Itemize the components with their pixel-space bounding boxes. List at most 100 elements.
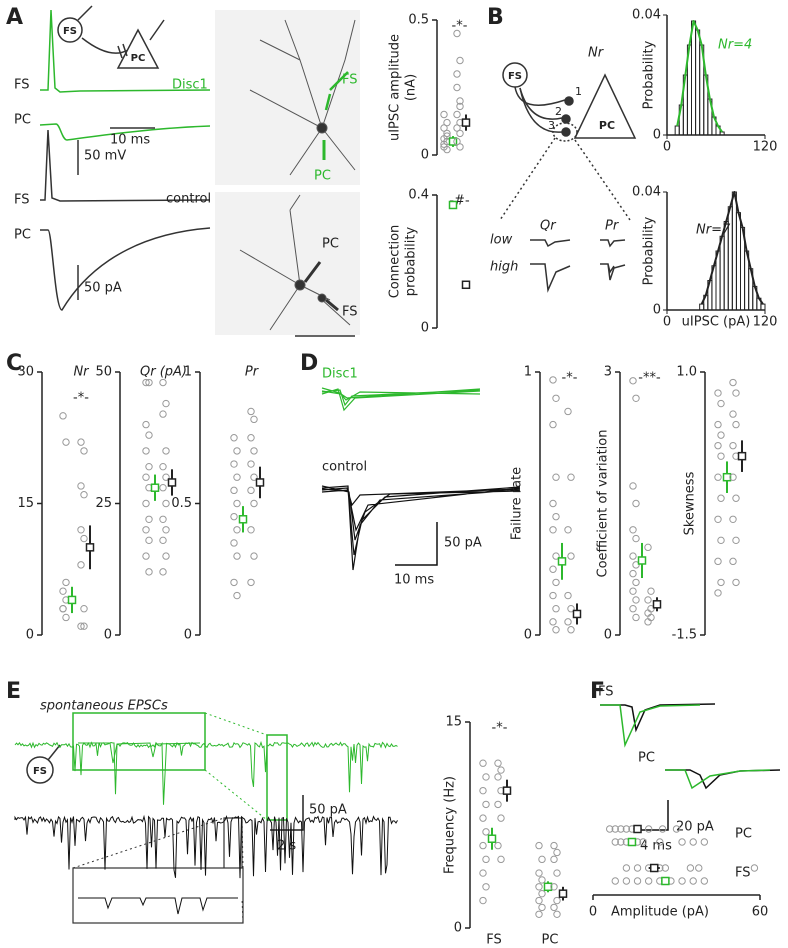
data-point xyxy=(145,462,153,471)
mean-marker xyxy=(167,478,177,487)
mean-marker xyxy=(85,543,95,552)
data-point xyxy=(695,864,703,872)
data-point xyxy=(549,376,557,384)
y-axis-label: Skewness xyxy=(683,471,698,535)
panel-label: E xyxy=(6,679,21,704)
data-point xyxy=(233,499,241,508)
data-point xyxy=(611,825,619,833)
histogram-bar xyxy=(691,20,697,136)
mean-marker xyxy=(461,118,471,127)
data-point xyxy=(247,460,255,468)
data-point xyxy=(714,441,722,450)
data-point xyxy=(700,877,709,885)
data-point xyxy=(629,377,637,385)
data-point xyxy=(729,473,737,481)
scale-label: 4 ms xyxy=(640,839,672,854)
data-point xyxy=(159,462,167,471)
y-axis-label: Probability xyxy=(642,216,657,285)
data-point xyxy=(644,618,652,626)
data-point xyxy=(717,452,725,460)
data-point xyxy=(145,568,153,576)
data-point xyxy=(494,800,502,809)
data-point xyxy=(142,473,150,481)
y-tick-label: 0 xyxy=(104,628,112,643)
data-point xyxy=(162,399,170,408)
schematic-label: FS xyxy=(63,26,77,37)
mean-marker xyxy=(661,876,670,886)
trace-title: spontaneous EPSCs xyxy=(40,699,168,714)
data-point xyxy=(689,877,697,885)
data-point xyxy=(553,848,561,857)
y-tick-label: 0 xyxy=(653,128,661,143)
data-point xyxy=(639,838,647,846)
trace-label: Disc1 xyxy=(172,78,208,93)
y-tick-label: 1.0 xyxy=(676,365,697,380)
data-point xyxy=(538,876,546,884)
data-point xyxy=(162,473,170,481)
data-point xyxy=(443,145,451,154)
schematic-label: FS xyxy=(33,766,47,777)
data-point xyxy=(535,896,543,905)
data-point xyxy=(632,578,640,587)
mean-marker xyxy=(627,837,637,847)
data-point xyxy=(482,883,490,891)
data-point xyxy=(142,552,150,560)
data-point xyxy=(567,473,575,481)
data-point xyxy=(162,526,170,534)
image-label: PC xyxy=(322,237,339,252)
data-point xyxy=(453,29,461,38)
data-point xyxy=(77,561,85,569)
trace-label: control xyxy=(322,460,367,475)
data-point xyxy=(729,557,737,566)
traces xyxy=(600,703,781,831)
data-point xyxy=(629,605,637,613)
y-tick-label: 0.5 xyxy=(171,496,192,511)
data-point xyxy=(159,536,167,545)
data-point xyxy=(479,759,487,767)
data-point xyxy=(230,512,238,521)
data-point xyxy=(247,434,255,442)
data-point xyxy=(535,883,543,891)
data-point xyxy=(456,102,464,111)
data-point xyxy=(714,473,722,481)
data-point xyxy=(453,70,461,78)
data-point xyxy=(552,552,560,560)
data-point xyxy=(678,838,686,846)
scale-label: 10 ms xyxy=(394,573,434,588)
data-point xyxy=(732,389,740,397)
data-point xyxy=(443,118,451,127)
mean-marker xyxy=(543,882,553,892)
data-point xyxy=(732,420,740,429)
data-point xyxy=(633,864,642,872)
data-point xyxy=(729,378,737,387)
y-tick-label: -1.5 xyxy=(672,628,697,643)
histogram-bar xyxy=(699,303,705,311)
trace-label: PC xyxy=(14,113,31,128)
data-point xyxy=(567,552,575,560)
panel-label: C xyxy=(6,351,22,376)
y-tick-label: 0 xyxy=(421,321,429,336)
data-point xyxy=(443,132,451,140)
mean-marker xyxy=(448,200,458,210)
traces xyxy=(321,387,521,571)
data-point xyxy=(611,838,619,846)
data-point xyxy=(443,129,451,138)
data-point xyxy=(142,378,150,387)
data-point xyxy=(162,447,170,455)
mean-marker xyxy=(238,515,248,524)
data-point xyxy=(632,499,640,508)
trace-label: FS xyxy=(14,78,30,93)
data-point xyxy=(142,499,150,508)
mean-marker xyxy=(737,451,747,461)
data-point xyxy=(622,864,631,872)
data-point xyxy=(564,618,572,626)
data-point xyxy=(678,877,686,885)
data-point xyxy=(549,526,557,534)
data-point xyxy=(552,605,560,613)
data-point xyxy=(250,415,258,424)
data-point xyxy=(632,596,640,604)
histogram-bar xyxy=(719,131,725,136)
data-point xyxy=(80,447,88,455)
y-tick-label: 50 xyxy=(95,365,112,380)
